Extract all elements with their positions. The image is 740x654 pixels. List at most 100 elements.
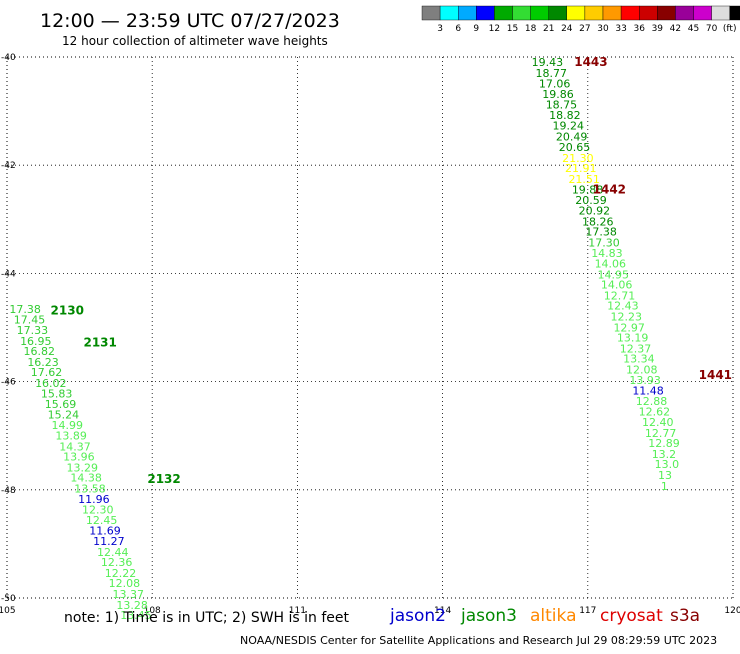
wave-height-label: 13.28 bbox=[116, 599, 148, 612]
wave-height-label: 13.37 bbox=[113, 588, 144, 601]
wave-height-label: 13.2 bbox=[652, 448, 677, 461]
color-scale-label: 18 bbox=[525, 24, 537, 34]
color-scale-swatch bbox=[639, 5, 658, 21]
satellite-legend-jason2: jason2 bbox=[390, 606, 446, 626]
satellite-legend-s3a: s3a bbox=[670, 606, 701, 626]
wave-height-label: 18.26 bbox=[582, 215, 614, 228]
color-scale-swatch bbox=[512, 5, 531, 21]
wave-height-label: 12.45 bbox=[86, 514, 118, 527]
wave-height-label: 12.77 bbox=[645, 427, 677, 440]
wave-height-label: 13.58 bbox=[74, 483, 106, 496]
wave-height-label: 18.77 bbox=[536, 67, 568, 80]
wave-height-label: 13.0 bbox=[655, 458, 680, 471]
color-scale-swatch bbox=[476, 5, 495, 21]
wave-height-label: 14.38 bbox=[70, 472, 102, 485]
wave-height-label: 14.06 bbox=[595, 257, 627, 270]
color-scale-swatch bbox=[711, 5, 730, 21]
color-scale-label: 36 bbox=[633, 24, 645, 34]
wave-height-label: 15.83 bbox=[41, 387, 73, 400]
wave-height-label: 16.95 bbox=[20, 335, 52, 348]
track-time-label: 1443 bbox=[574, 55, 607, 69]
wave-height-label: 11.27 bbox=[93, 535, 125, 548]
color-scale-swatch bbox=[602, 5, 622, 21]
wave-height-label: 12.37 bbox=[620, 342, 652, 355]
wave-height-label: 12.36 bbox=[101, 556, 133, 569]
y-tick-label: -40 bbox=[1, 53, 16, 63]
wave-height-label: 14.99 bbox=[52, 419, 84, 432]
wave-height-label: 14.06 bbox=[601, 279, 633, 292]
wave-height-label: 15.69 bbox=[45, 398, 77, 411]
wave-height-label: 12.97 bbox=[613, 321, 645, 334]
wave-height-label: 13.96 bbox=[63, 451, 94, 464]
color-scale-label: 70 bbox=[706, 24, 718, 34]
y-tick-label: -46 bbox=[1, 378, 16, 388]
wave-height-label: 19.86 bbox=[542, 88, 574, 101]
wave-height-label: 1 bbox=[661, 480, 668, 493]
color-scale-label: 42 bbox=[670, 24, 681, 34]
wave-height-label: 12.08 bbox=[109, 577, 141, 590]
wave-height-label: 12.88 bbox=[636, 395, 668, 408]
wave-height-label: 16.82 bbox=[23, 345, 55, 358]
wave-height-label: 17.38 bbox=[585, 226, 617, 239]
track-time-label: 2131 bbox=[83, 335, 116, 349]
wave-height-label: 14.37 bbox=[59, 440, 91, 453]
color-scale-swatch bbox=[421, 5, 441, 21]
footer-note: note: 1) Time is in UTC; 2) SWH is in fe… bbox=[64, 610, 350, 626]
color-scale-swatch bbox=[693, 5, 712, 21]
wave-height-label: 18.82 bbox=[549, 109, 581, 122]
color-scale-swatch bbox=[729, 5, 740, 21]
wave-height-label: 21.91 bbox=[565, 162, 597, 175]
color-scale-swatch bbox=[494, 5, 513, 21]
wave-height-label: 18.75 bbox=[546, 98, 578, 111]
wave-height-label: 20.49 bbox=[556, 130, 588, 143]
color-scale-label: 3 bbox=[437, 24, 443, 34]
wave-height-label: 11.96 bbox=[78, 493, 110, 506]
track-time-label: 1441 bbox=[699, 368, 732, 382]
color-scale-label: 30 bbox=[597, 24, 609, 34]
wave-height-label: 13.45 bbox=[120, 609, 152, 622]
wave-height-label: 13.93 bbox=[629, 374, 661, 387]
wave-height-label: 14.95 bbox=[597, 268, 629, 281]
track-time-labels: 1443 1442 1441 2130 2131 2132 bbox=[51, 55, 732, 486]
wave-height-label: 17.38 bbox=[9, 303, 40, 316]
x-tick-label: 105 bbox=[0, 606, 16, 616]
color-scale-swatch bbox=[584, 5, 604, 21]
wave-height-label: 12.71 bbox=[604, 289, 636, 302]
color-scale-swatch bbox=[530, 5, 549, 21]
color-scale-label: 12 bbox=[489, 24, 500, 34]
track-time-label: 2132 bbox=[147, 472, 180, 486]
y-tick-label: -48 bbox=[1, 486, 16, 496]
wave-height-label: 17.33 bbox=[17, 324, 49, 337]
wave-height-label: 20.92 bbox=[579, 204, 611, 217]
color-scale-label: 24 bbox=[561, 24, 573, 34]
wave-height-label: 12.43 bbox=[607, 300, 639, 313]
wave-height-label: 12.89 bbox=[648, 437, 680, 450]
wave-height-label: 16.23 bbox=[27, 356, 59, 369]
wave-height-label: 19.43 bbox=[532, 56, 564, 69]
wave-height-label: 12.22 bbox=[105, 567, 137, 580]
wave-height-label: 11.69 bbox=[89, 525, 121, 538]
wave-height-label: 17.45 bbox=[14, 314, 46, 327]
wave-height-label: 13.29 bbox=[67, 461, 99, 474]
axis-labels: 105 108 111 114 117 120 -40 -42 -44 -46 -48 -50 bbox=[0, 53, 740, 616]
track-time-label: 1442 bbox=[593, 182, 626, 196]
color-scale-label: 33 bbox=[615, 24, 626, 34]
color-scale-swatch bbox=[548, 5, 568, 21]
x-tick-label: 117 bbox=[579, 606, 596, 616]
page-title: 12:00 — 23:59 UTC 07/27/2023 bbox=[40, 10, 340, 32]
color-scale-swatch bbox=[620, 5, 640, 21]
track-time-label: 2130 bbox=[51, 304, 84, 318]
wave-height-label: 15.24 bbox=[48, 408, 80, 421]
wave-height-label: 12.44 bbox=[97, 546, 129, 559]
wave-height-points: 19.4318.7717.0619.8618.7518.8219.2420.49… bbox=[9, 56, 679, 622]
wave-height-label: 12.08 bbox=[626, 363, 658, 376]
color-scale-label: 21 bbox=[543, 24, 554, 34]
y-tick-label: -42 bbox=[1, 161, 16, 171]
color-scale-swatch bbox=[657, 5, 676, 21]
wave-height-label: 21.30 bbox=[562, 152, 594, 165]
wave-height-label: 13.89 bbox=[55, 429, 87, 442]
color-scale-swatch bbox=[675, 5, 694, 21]
color-scale-label: (ft) bbox=[723, 24, 737, 34]
wave-height-label: 21.51 bbox=[568, 173, 600, 186]
wave-height-label: 16.02 bbox=[35, 377, 67, 390]
